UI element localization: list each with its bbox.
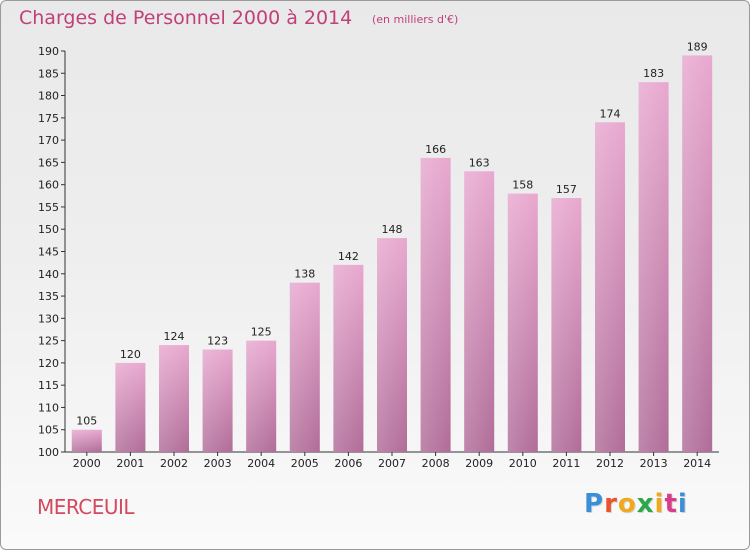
bar-value-label: 142 (338, 250, 359, 263)
x-tick-label: 2005 (291, 457, 319, 470)
commune-name: MERCEUIL (37, 495, 135, 519)
x-tick-label: 2003 (204, 457, 232, 470)
logo-letter: r (604, 489, 618, 519)
bar-value-label: 163 (469, 156, 490, 169)
bar-value-label: 120 (120, 348, 141, 361)
bar-value-label: 183 (643, 67, 664, 80)
y-tick-label: 145 (38, 246, 59, 259)
x-tick-label: 2012 (596, 457, 624, 470)
bar-value-label: 166 (425, 143, 446, 156)
bar-value-label: 189 (687, 40, 708, 53)
y-tick-label: 105 (38, 424, 59, 437)
bar-shine (246, 340, 277, 452)
y-tick-label: 140 (38, 268, 59, 281)
y-tick-label: 185 (38, 67, 59, 80)
bar-shine (464, 171, 495, 453)
y-tick-label: 170 (38, 134, 59, 147)
bar-value-label: 157 (556, 183, 577, 196)
y-tick-label: 180 (38, 90, 59, 103)
x-tick-label: 2007 (378, 457, 406, 470)
x-tick-label: 2000 (73, 457, 101, 470)
bar-value-label: 138 (294, 268, 315, 281)
y-tick-label: 120 (38, 357, 59, 370)
bar-shine (115, 362, 146, 452)
x-tick-label: 2002 (160, 457, 188, 470)
bar-shine (420, 157, 451, 452)
bar-value-label: 148 (382, 223, 403, 236)
x-tick-label: 2009 (465, 457, 493, 470)
y-tick-label: 110 (38, 401, 59, 414)
bar-shine (551, 198, 582, 452)
labels: 105 120 124 123 125 138 142 148 166 163 158 157 174 1… (76, 40, 707, 427)
bars (71, 55, 713, 453)
x-tick-label: 2001 (116, 457, 144, 470)
bar-value-label: 105 (76, 415, 97, 428)
y-tick-label: 175 (38, 112, 59, 125)
bar-value-label: 174 (600, 107, 621, 120)
y-tick-label: 125 (38, 335, 59, 348)
x-tick-label: 2010 (509, 457, 537, 470)
bar-shine (333, 264, 364, 452)
bar-shine (377, 238, 407, 452)
x-tick-label: 2014 (683, 457, 711, 470)
x-tick-label: 2008 (422, 457, 450, 470)
y-tick-label: 115 (38, 379, 59, 392)
x-tick-label: 2006 (334, 457, 362, 470)
bar-shine (595, 122, 625, 453)
logo-letter: P (584, 489, 605, 519)
x-tick-label: 2011 (552, 457, 580, 470)
y-tick-label: 130 (38, 312, 59, 325)
y-tick-label: 190 (38, 45, 59, 58)
logo-letter: t (664, 489, 678, 519)
bar-shine (202, 349, 233, 452)
bar-value-label: 125 (251, 326, 272, 339)
y-tick-label: 100 (38, 446, 59, 459)
y-tick-label: 165 (38, 156, 59, 169)
bar-shine (638, 82, 669, 452)
bar-shine (71, 429, 102, 452)
logo-letter: x (636, 489, 655, 519)
y-tick-label: 150 (38, 223, 59, 236)
chart-title: Charges de Personnel 2000 à 2014 (19, 7, 353, 29)
bar-value-label: 124 (164, 330, 185, 343)
y-tick-label: 135 (38, 290, 59, 303)
logo-letter: i (654, 489, 665, 519)
x-tick-label: 2004 (247, 457, 275, 470)
bar-shine (289, 282, 320, 452)
proxiti-logo: Proxiti (584, 489, 688, 519)
logo-letter: i (677, 489, 688, 519)
bar-value-label: 123 (207, 335, 228, 348)
bar-shine (159, 345, 189, 452)
logo-letter: o (617, 489, 637, 519)
chart-subtitle: (en milliers d'€) (372, 13, 459, 26)
bar-value-label: 158 (512, 179, 533, 192)
bar-shine (682, 55, 713, 452)
y-tick-label: 160 (38, 179, 59, 192)
bar-shine (507, 193, 538, 453)
y-tick-label: 155 (38, 201, 59, 214)
x-tick-label: 2013 (640, 457, 668, 470)
